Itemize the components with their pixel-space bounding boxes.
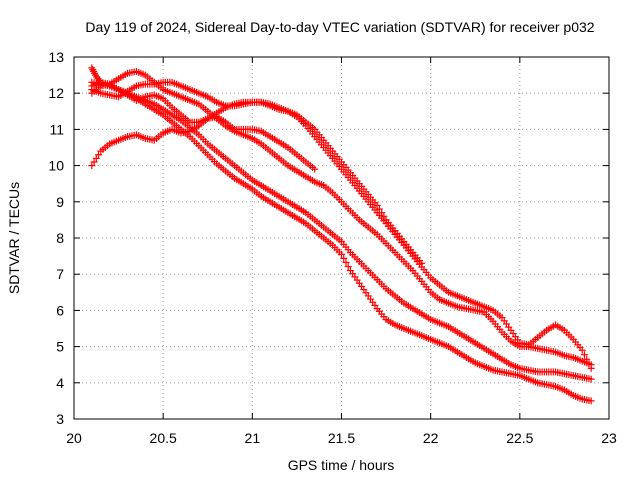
data-point xyxy=(380,212,388,220)
data-point xyxy=(92,154,100,162)
data-point xyxy=(587,397,595,405)
y-tick-label: 7 xyxy=(56,266,64,282)
series-track-1 xyxy=(88,64,595,405)
y-tick-label: 8 xyxy=(56,230,64,246)
data-point xyxy=(587,375,595,383)
data-point xyxy=(378,209,386,217)
series-track-4 xyxy=(88,113,319,173)
data-point xyxy=(90,158,98,166)
data-point xyxy=(344,263,352,271)
y-tick-label: 5 xyxy=(56,339,64,355)
y-tick-label: 11 xyxy=(49,121,64,137)
x-tick-label: 22.5 xyxy=(506,430,533,446)
data-point xyxy=(418,259,426,267)
y-tick-label: 6 xyxy=(56,302,64,318)
series-track-2 xyxy=(88,78,595,383)
series-track-6 xyxy=(88,80,426,267)
data-point xyxy=(340,254,348,262)
data-points xyxy=(88,64,595,405)
x-axis-label: GPS time / hours xyxy=(288,457,395,473)
y-tick-label: 13 xyxy=(48,49,64,65)
data-point xyxy=(580,351,588,359)
y-axis-label: SDTVAR / TECUs xyxy=(6,182,22,294)
y-tick-label: 3 xyxy=(56,411,64,427)
data-point xyxy=(583,355,591,363)
data-point xyxy=(375,205,383,213)
x-tick-label: 20.5 xyxy=(150,430,177,446)
x-tick-label: 21.5 xyxy=(328,430,355,446)
x-axis-ticks: 20 20.5 21 21.5 22 22.5 23 xyxy=(66,57,617,446)
y-tick-label: 9 xyxy=(56,194,64,210)
data-point xyxy=(373,201,381,209)
data-point xyxy=(311,165,319,173)
data-point xyxy=(95,151,103,159)
plot-frame xyxy=(73,56,610,420)
data-point xyxy=(338,250,345,258)
data-point xyxy=(88,162,96,170)
data-point xyxy=(342,258,350,266)
chart-title: Day 119 of 2024, Sidereal Day-to-day VTE… xyxy=(85,19,594,35)
y-tick-label: 10 xyxy=(48,158,64,174)
data-point xyxy=(90,67,98,75)
data-point xyxy=(587,364,595,372)
y-axis-ticks: 3 4 5 6 7 8 9 10 11 12 13 xyxy=(48,49,609,427)
data-point xyxy=(585,360,593,368)
x-tick-label: 23 xyxy=(601,430,617,446)
data-point xyxy=(578,346,586,354)
y-tick-label: 4 xyxy=(56,375,64,391)
y-tick-label: 12 xyxy=(48,85,64,101)
x-tick-label: 21 xyxy=(245,430,261,446)
x-tick-label: 22 xyxy=(423,430,439,446)
x-tick-label: 20 xyxy=(66,430,82,446)
